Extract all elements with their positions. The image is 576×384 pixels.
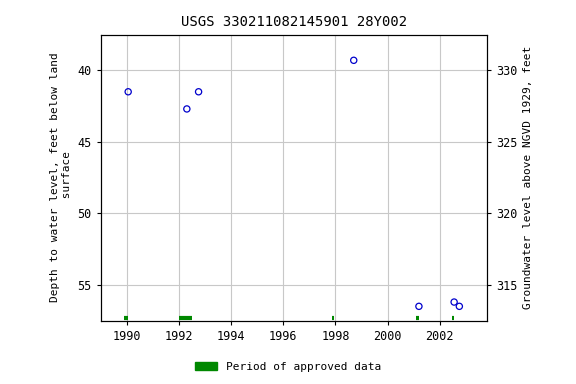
Point [414,303,423,310]
Legend: Period of approved data: Period of approved data [191,358,385,377]
Point [454,303,464,310]
Point [349,57,358,63]
Point [124,89,133,95]
Point [182,106,191,112]
Point [449,299,458,305]
Y-axis label: Groundwater level above NGVD 1929, feet: Groundwater level above NGVD 1929, feet [522,46,533,309]
Point [194,89,203,95]
Title: USGS 330211082145901 28Y002: USGS 330211082145901 28Y002 [181,15,407,29]
Y-axis label: Depth to water level, feet below land
 surface: Depth to water level, feet below land su… [50,53,72,303]
